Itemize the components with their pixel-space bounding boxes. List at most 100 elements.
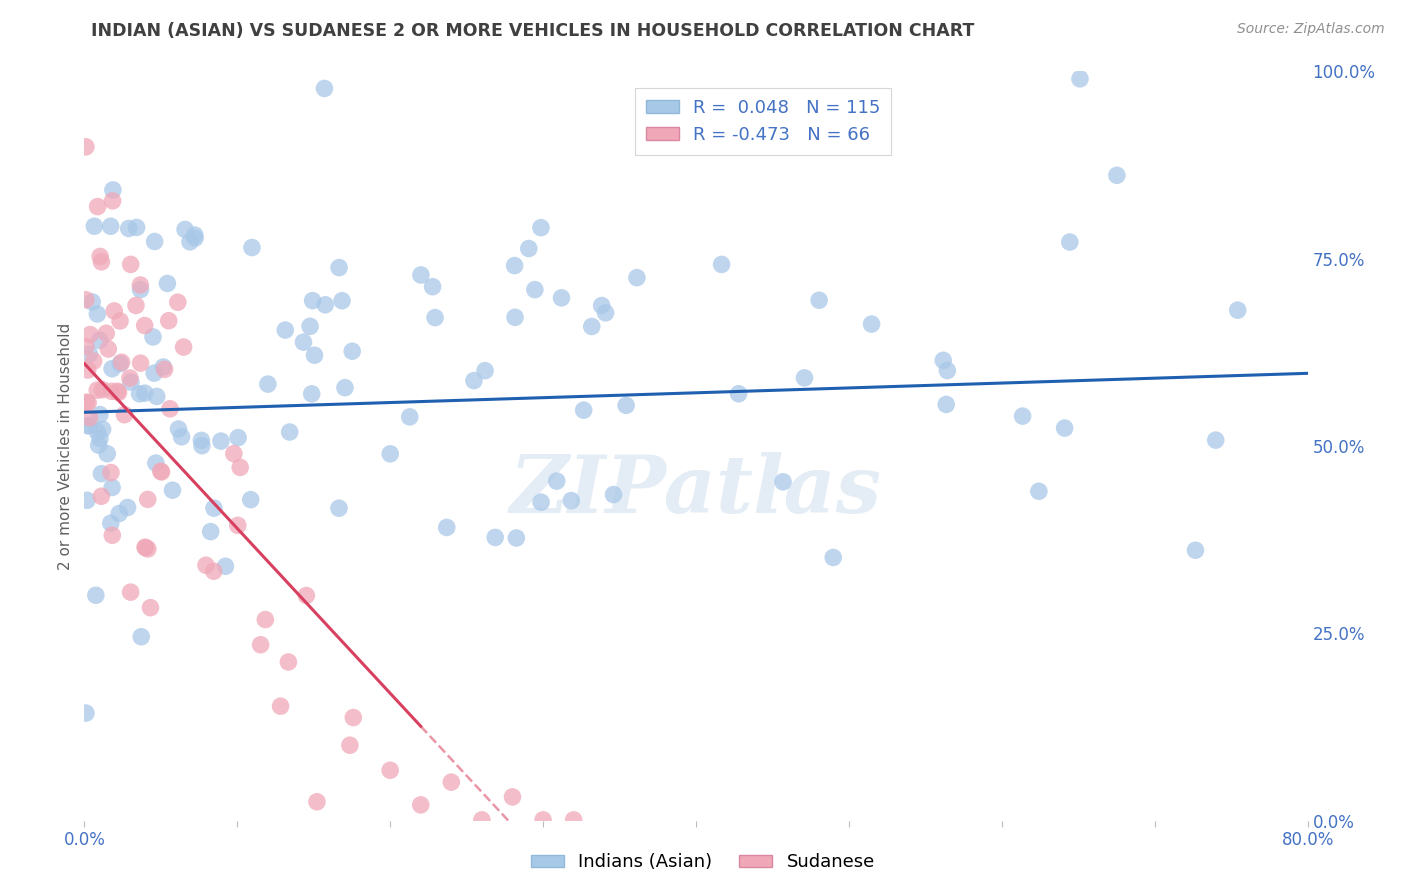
Point (75, 706, 97, 720)
Point (409, 268, 432, 282)
Point (75, 293, 97, 307)
Point (101, 481, 124, 495)
Point (562, 813, 585, 827)
Point (91, 422, 114, 436)
Point (292, 335, 315, 350)
Point (76, 493, 98, 508)
Point (935, 397, 957, 411)
Point (100, 384, 122, 399)
Point (333, 381, 356, 395)
Point (134, 318, 156, 333)
Point (83, 354, 105, 368)
Point (278, 425, 301, 439)
Point (222, 447, 245, 461)
Point (149, 464, 172, 478)
Point (157, 314, 180, 328)
Point (209, 434, 232, 449)
Point (342, 710, 364, 724)
Point (1053, 421, 1076, 435)
Point (1028, 484, 1050, 499)
Point (108, 507, 131, 521)
Point (142, 330, 165, 344)
Point (808, 293, 831, 308)
Point (90, 467, 112, 481)
Point (83, 219, 105, 234)
Point (87, 438, 110, 452)
Point (159, 401, 181, 416)
Point (546, 474, 568, 488)
Point (502, 789, 524, 804)
Point (595, 306, 617, 320)
Legend: R =  0.048   N = 115, R = -0.473   N = 66: R = 0.048 N = 115, R = -0.473 N = 66 (636, 88, 891, 154)
Point (530, 495, 553, 509)
Point (560, 493, 582, 508)
Point (101, 528, 124, 542)
Point (179, 235, 201, 249)
Point (77, 418, 100, 433)
Point (97, 342, 120, 356)
Point (202, 564, 225, 578)
Point (229, 460, 252, 475)
Point (1184, 543, 1206, 558)
Point (174, 222, 197, 236)
Text: INDIAN (ASIAN) VS SUDANESE 2 OR MORE VEHICLES IN HOUSEHOLD CORRELATION CHART: INDIAN (ASIAN) VS SUDANESE 2 OR MORE VEH… (91, 22, 974, 40)
Point (932, 353, 955, 368)
Point (214, 559, 236, 574)
Point (202, 501, 225, 516)
Point (101, 194, 124, 208)
Point (108, 314, 131, 328)
Point (134, 541, 156, 555)
Point (96, 447, 118, 461)
Point (257, 377, 280, 392)
Point (531, 813, 554, 827)
Point (120, 585, 142, 599)
Point (101, 361, 124, 376)
Point (118, 221, 141, 235)
Point (89, 408, 111, 422)
Point (1059, 235, 1081, 249)
Point (614, 398, 637, 412)
Point (239, 492, 262, 507)
Point (523, 283, 546, 297)
Point (100, 219, 122, 234)
Y-axis label: 2 or more Vehicles in Household: 2 or more Vehicles in Household (58, 322, 73, 570)
Point (136, 492, 159, 507)
Point (129, 630, 152, 644)
Point (299, 319, 322, 334)
Point (110, 357, 132, 371)
Text: Source: ZipAtlas.com: Source: ZipAtlas.com (1237, 22, 1385, 37)
Point (79, 327, 101, 342)
Point (550, 291, 572, 305)
Point (107, 385, 129, 400)
Point (503, 310, 526, 325)
Point (120, 375, 142, 389)
Point (710, 257, 733, 271)
Point (860, 317, 883, 331)
Point (936, 363, 959, 377)
Point (328, 501, 350, 516)
Point (105, 384, 128, 399)
Point (339, 738, 361, 752)
Point (145, 389, 167, 403)
Point (134, 386, 156, 401)
Point (129, 356, 152, 370)
Point (304, 348, 326, 362)
Point (505, 531, 527, 545)
Point (96, 326, 118, 341)
Point (129, 278, 152, 293)
Point (184, 231, 207, 245)
Point (409, 797, 432, 812)
Point (226, 518, 249, 533)
Point (86, 200, 108, 214)
Point (86, 383, 108, 397)
Point (1069, 71, 1091, 86)
Point (380, 447, 402, 461)
Point (249, 638, 271, 652)
Point (86, 425, 108, 439)
Point (328, 260, 350, 275)
Point (301, 293, 323, 308)
Point (277, 655, 299, 669)
Point (100, 516, 122, 530)
Point (194, 558, 217, 573)
Point (1205, 433, 1227, 447)
